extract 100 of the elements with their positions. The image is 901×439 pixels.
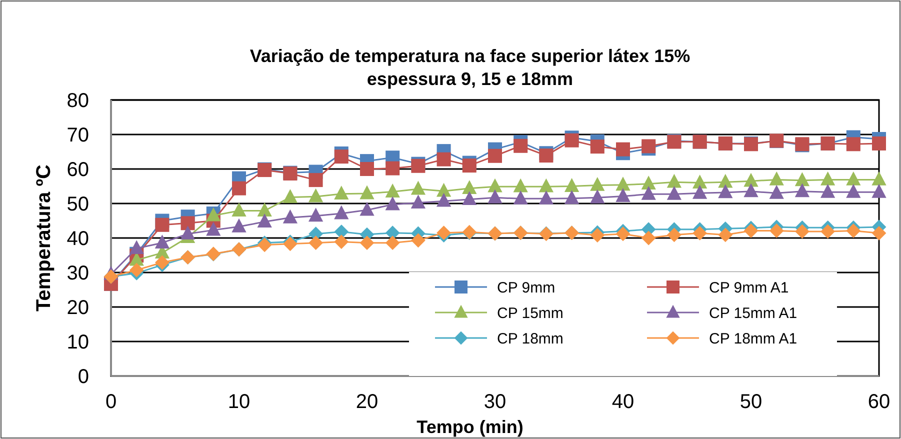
point bbox=[436, 193, 451, 207]
point bbox=[334, 224, 348, 239]
point bbox=[770, 172, 784, 186]
point bbox=[616, 188, 630, 202]
point bbox=[590, 190, 604, 204]
point bbox=[616, 226, 630, 241]
point bbox=[436, 226, 451, 240]
point bbox=[642, 176, 656, 190]
legend-label: CP 15mm bbox=[497, 304, 564, 322]
point bbox=[718, 184, 732, 198]
x-tick-label: 10 bbox=[228, 391, 250, 413]
point bbox=[308, 188, 323, 202]
x-tick-label: 50 bbox=[740, 391, 762, 413]
point bbox=[283, 210, 298, 224]
point bbox=[564, 133, 579, 148]
point bbox=[283, 190, 298, 203]
point bbox=[795, 224, 810, 238]
point bbox=[232, 181, 246, 196]
point bbox=[155, 218, 170, 232]
legend-label: CP 9mm bbox=[497, 279, 556, 296]
point bbox=[770, 224, 784, 238]
point bbox=[820, 172, 835, 186]
point bbox=[846, 224, 860, 238]
point bbox=[872, 172, 886, 186]
point bbox=[155, 255, 170, 270]
point bbox=[436, 183, 451, 197]
point bbox=[488, 178, 502, 192]
point bbox=[718, 228, 732, 242]
point bbox=[744, 184, 758, 198]
point bbox=[539, 191, 554, 204]
point bbox=[232, 203, 246, 216]
point bbox=[795, 172, 810, 186]
point bbox=[564, 190, 579, 204]
point bbox=[386, 161, 400, 176]
point bbox=[642, 139, 656, 154]
point bbox=[590, 178, 604, 191]
point bbox=[462, 192, 476, 206]
point bbox=[564, 178, 579, 192]
point bbox=[232, 218, 246, 232]
point bbox=[360, 186, 374, 200]
point bbox=[539, 148, 554, 163]
point bbox=[872, 184, 886, 198]
point bbox=[667, 174, 682, 188]
legend-label: CP 18mm A1 bbox=[709, 330, 798, 348]
y-tick-label: 80 bbox=[66, 90, 89, 112]
point bbox=[872, 136, 886, 150]
point bbox=[334, 186, 348, 200]
point bbox=[642, 231, 656, 245]
x-tick-label: 60 bbox=[868, 391, 890, 413]
x-axis-title: Tempo (min) bbox=[416, 417, 524, 437]
point bbox=[206, 222, 220, 236]
point bbox=[514, 191, 528, 204]
point bbox=[308, 173, 323, 188]
point bbox=[514, 178, 528, 192]
y-axis-title: Temperatura ºC bbox=[33, 164, 55, 312]
point bbox=[386, 184, 400, 198]
y-tick-label: 20 bbox=[66, 297, 89, 319]
x-tick-label: 30 bbox=[484, 391, 506, 413]
point bbox=[308, 208, 323, 222]
point bbox=[180, 216, 195, 230]
y-tick-label: 60 bbox=[66, 159, 89, 181]
point bbox=[642, 186, 656, 200]
point bbox=[692, 186, 707, 199]
y-tick-label: 40 bbox=[66, 228, 89, 250]
point bbox=[514, 138, 528, 153]
y-tick-label: 70 bbox=[66, 124, 89, 146]
point bbox=[846, 172, 860, 186]
y-tick-label: 30 bbox=[66, 262, 89, 284]
point bbox=[386, 196, 400, 210]
point bbox=[744, 173, 758, 187]
point bbox=[590, 140, 604, 154]
point bbox=[692, 175, 707, 188]
point bbox=[718, 174, 732, 188]
point bbox=[462, 180, 476, 194]
point bbox=[155, 235, 170, 249]
point bbox=[411, 195, 426, 209]
point bbox=[770, 186, 784, 199]
point bbox=[436, 152, 451, 166]
point bbox=[488, 148, 502, 163]
legend-label: CP 15mm A1 bbox=[709, 304, 798, 322]
point bbox=[308, 236, 323, 250]
point bbox=[872, 226, 886, 240]
point bbox=[820, 224, 835, 238]
legend-label: CP 9mm A1 bbox=[709, 279, 789, 296]
point bbox=[411, 233, 426, 248]
point bbox=[616, 142, 630, 156]
point bbox=[360, 202, 374, 216]
x-tick-label: 0 bbox=[105, 391, 117, 413]
x-tick-label: 20 bbox=[356, 391, 378, 413]
point bbox=[692, 226, 707, 240]
point bbox=[411, 181, 426, 195]
point bbox=[667, 228, 682, 242]
point bbox=[744, 224, 758, 238]
point bbox=[590, 228, 604, 242]
y-tick-label: 50 bbox=[66, 194, 89, 216]
point bbox=[616, 177, 630, 191]
legend-label: CP 18mm bbox=[497, 330, 564, 348]
point bbox=[386, 236, 400, 250]
point bbox=[667, 186, 682, 200]
point bbox=[360, 236, 374, 250]
